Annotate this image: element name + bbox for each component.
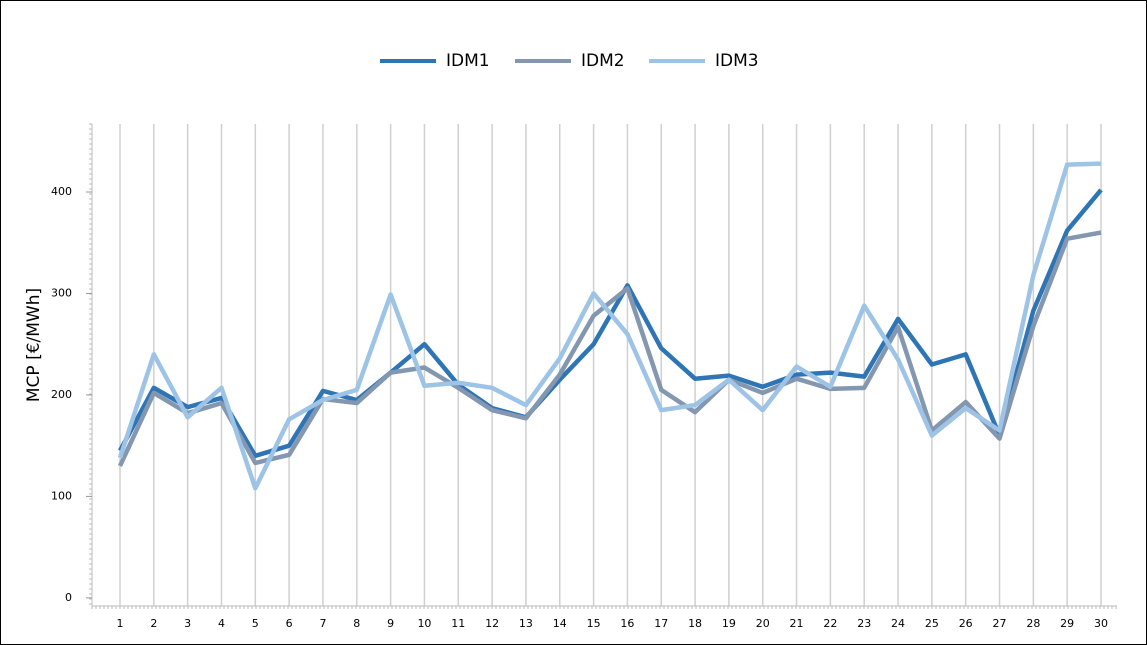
x-tick-label: 24 <box>891 617 905 630</box>
x-tick-label: 10 <box>417 617 431 630</box>
y-tick-label: 400 <box>51 185 72 198</box>
y-tick-label: 0 <box>65 591 72 604</box>
x-tick-label: 5 <box>252 617 259 630</box>
x-tick-label: 11 <box>451 617 465 630</box>
x-tick-label: 23 <box>857 617 871 630</box>
legend-label: IDM2 <box>581 51 625 71</box>
x-tick-label: 19 <box>722 617 736 630</box>
x-tick-label: 1 <box>117 617 124 630</box>
x-tick-label: 27 <box>993 617 1007 630</box>
x-tick-label: 29 <box>1060 617 1074 630</box>
x-tick-label: 15 <box>587 617 601 630</box>
x-tick-label: 16 <box>620 617 634 630</box>
x-tick-label: 2 <box>150 617 157 630</box>
legend-label: IDM1 <box>446 51 490 71</box>
x-tick-label: 14 <box>553 617 567 630</box>
y-tick-label: 300 <box>51 286 72 299</box>
x-tick-label: 26 <box>959 617 973 630</box>
x-tick-label: 18 <box>688 617 702 630</box>
y-tick-label: 200 <box>51 388 72 401</box>
y-axis-label: MCP [€/MWh] <box>24 288 44 402</box>
x-tick-label: 25 <box>925 617 939 630</box>
y-tick-label: 100 <box>51 489 72 502</box>
x-tick-label: 20 <box>756 617 770 630</box>
x-tick-label: 30 <box>1094 617 1108 630</box>
x-tick-label: 4 <box>218 617 225 630</box>
x-tick-label: 12 <box>485 617 499 630</box>
x-tick-label: 9 <box>387 617 394 630</box>
series-line <box>117 161 1102 491</box>
x-tick-label: 8 <box>353 617 360 630</box>
x-tick-label: 22 <box>823 617 837 630</box>
series-line <box>117 230 1102 467</box>
x-tick-label: 17 <box>654 617 668 630</box>
x-tick-label: 6 <box>286 617 293 630</box>
x-tick-label: 21 <box>790 617 804 630</box>
x-tick-label: 3 <box>184 617 191 630</box>
x-tick-label: 7 <box>319 617 326 630</box>
legend-label: IDM3 <box>715 51 759 71</box>
x-tick-label: 13 <box>519 617 533 630</box>
x-tick-label: 28 <box>1026 617 1040 630</box>
